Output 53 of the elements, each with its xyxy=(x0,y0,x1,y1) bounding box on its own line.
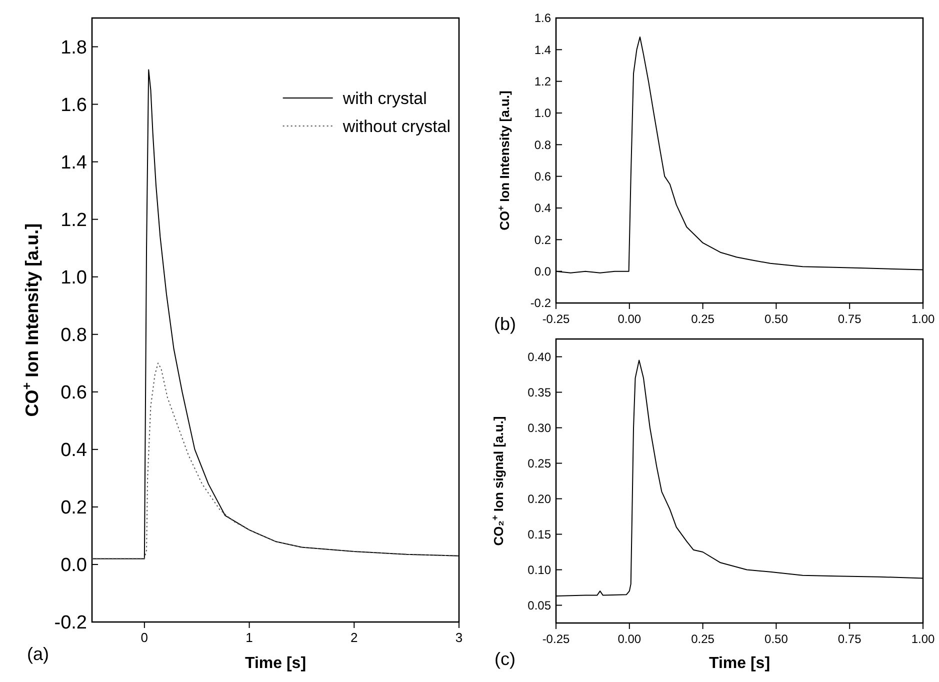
x-tick-label: 0 xyxy=(140,630,148,645)
x-tick-label: 0.00 xyxy=(618,312,642,326)
x-tick-label: -0.25 xyxy=(542,312,570,326)
y-tick-label: 1.8 xyxy=(60,37,87,58)
y-tick-label: 0.0 xyxy=(60,555,87,576)
legend-label: with crystal xyxy=(342,88,427,108)
y-tick-label: 1.2 xyxy=(534,74,552,89)
x-axis-title: Time [s] xyxy=(708,655,770,672)
text: (c) xyxy=(494,649,516,669)
y-tick-label: 1.4 xyxy=(60,152,88,174)
x-tick-label: 0.25 xyxy=(691,632,715,646)
x-tick-label: 3 xyxy=(455,630,463,645)
y-tick-label: 0.4 xyxy=(534,201,552,216)
x-tick-label: 2 xyxy=(350,630,358,645)
x-tick-label: 1.00 xyxy=(911,312,935,326)
y-tick-label: 0.6 xyxy=(60,382,87,404)
y-tick-label: 1.0 xyxy=(534,106,552,120)
x-tick-label: 0.75 xyxy=(838,632,862,646)
y-tick-label: 1.0 xyxy=(60,268,87,289)
y-tick-label: 0.35 xyxy=(528,385,552,400)
x-tick-label: 0.25 xyxy=(691,312,715,326)
line-series xyxy=(92,362,460,560)
y-tick-label: -0.2 xyxy=(530,296,552,310)
x-tick-label: 0.50 xyxy=(764,632,788,646)
y-tick-label: 1.2 xyxy=(60,210,87,231)
y-tick-label: 0.0 xyxy=(534,264,552,279)
y-tick-label: 0.8 xyxy=(60,325,87,346)
y-tick-label: 0.20 xyxy=(528,492,552,506)
x-tick-label: 1.00 xyxy=(911,632,935,646)
x-axis-title: Time [s] xyxy=(244,655,306,672)
text: (b) xyxy=(494,314,516,334)
legend-label: without crystal xyxy=(342,116,451,136)
y-tick-label: 1.6 xyxy=(534,11,552,26)
y-tick-label: 0.2 xyxy=(534,232,552,247)
y-tick-label: 0.4 xyxy=(60,440,88,462)
y-tick-label: 0.05 xyxy=(528,598,552,612)
y-tick-label: 0.40 xyxy=(528,350,552,364)
y-tick-label: 1.6 xyxy=(60,94,87,116)
y-tick-label: 0.8 xyxy=(534,138,552,152)
y-tick-label: 0.15 xyxy=(528,527,552,542)
x-tick-label: -0.25 xyxy=(542,632,570,646)
y-tick-label: 0.25 xyxy=(528,456,552,470)
y-tick-label: 0.2 xyxy=(60,498,87,519)
x-tick-label: 1 xyxy=(246,630,253,645)
x-tick-label: 0.75 xyxy=(838,312,862,326)
y-tick-label: -0.2 xyxy=(54,612,87,634)
text: (a) xyxy=(27,644,49,664)
y-tick-label: 0.6 xyxy=(534,170,552,184)
x-tick-label: 0.00 xyxy=(618,632,642,646)
y-tick-label: 0.10 xyxy=(528,562,552,577)
x-tick-label: 0.50 xyxy=(764,312,788,326)
y-tick-label: 0.30 xyxy=(528,420,552,435)
y-tick-label: 1.4 xyxy=(534,42,552,57)
